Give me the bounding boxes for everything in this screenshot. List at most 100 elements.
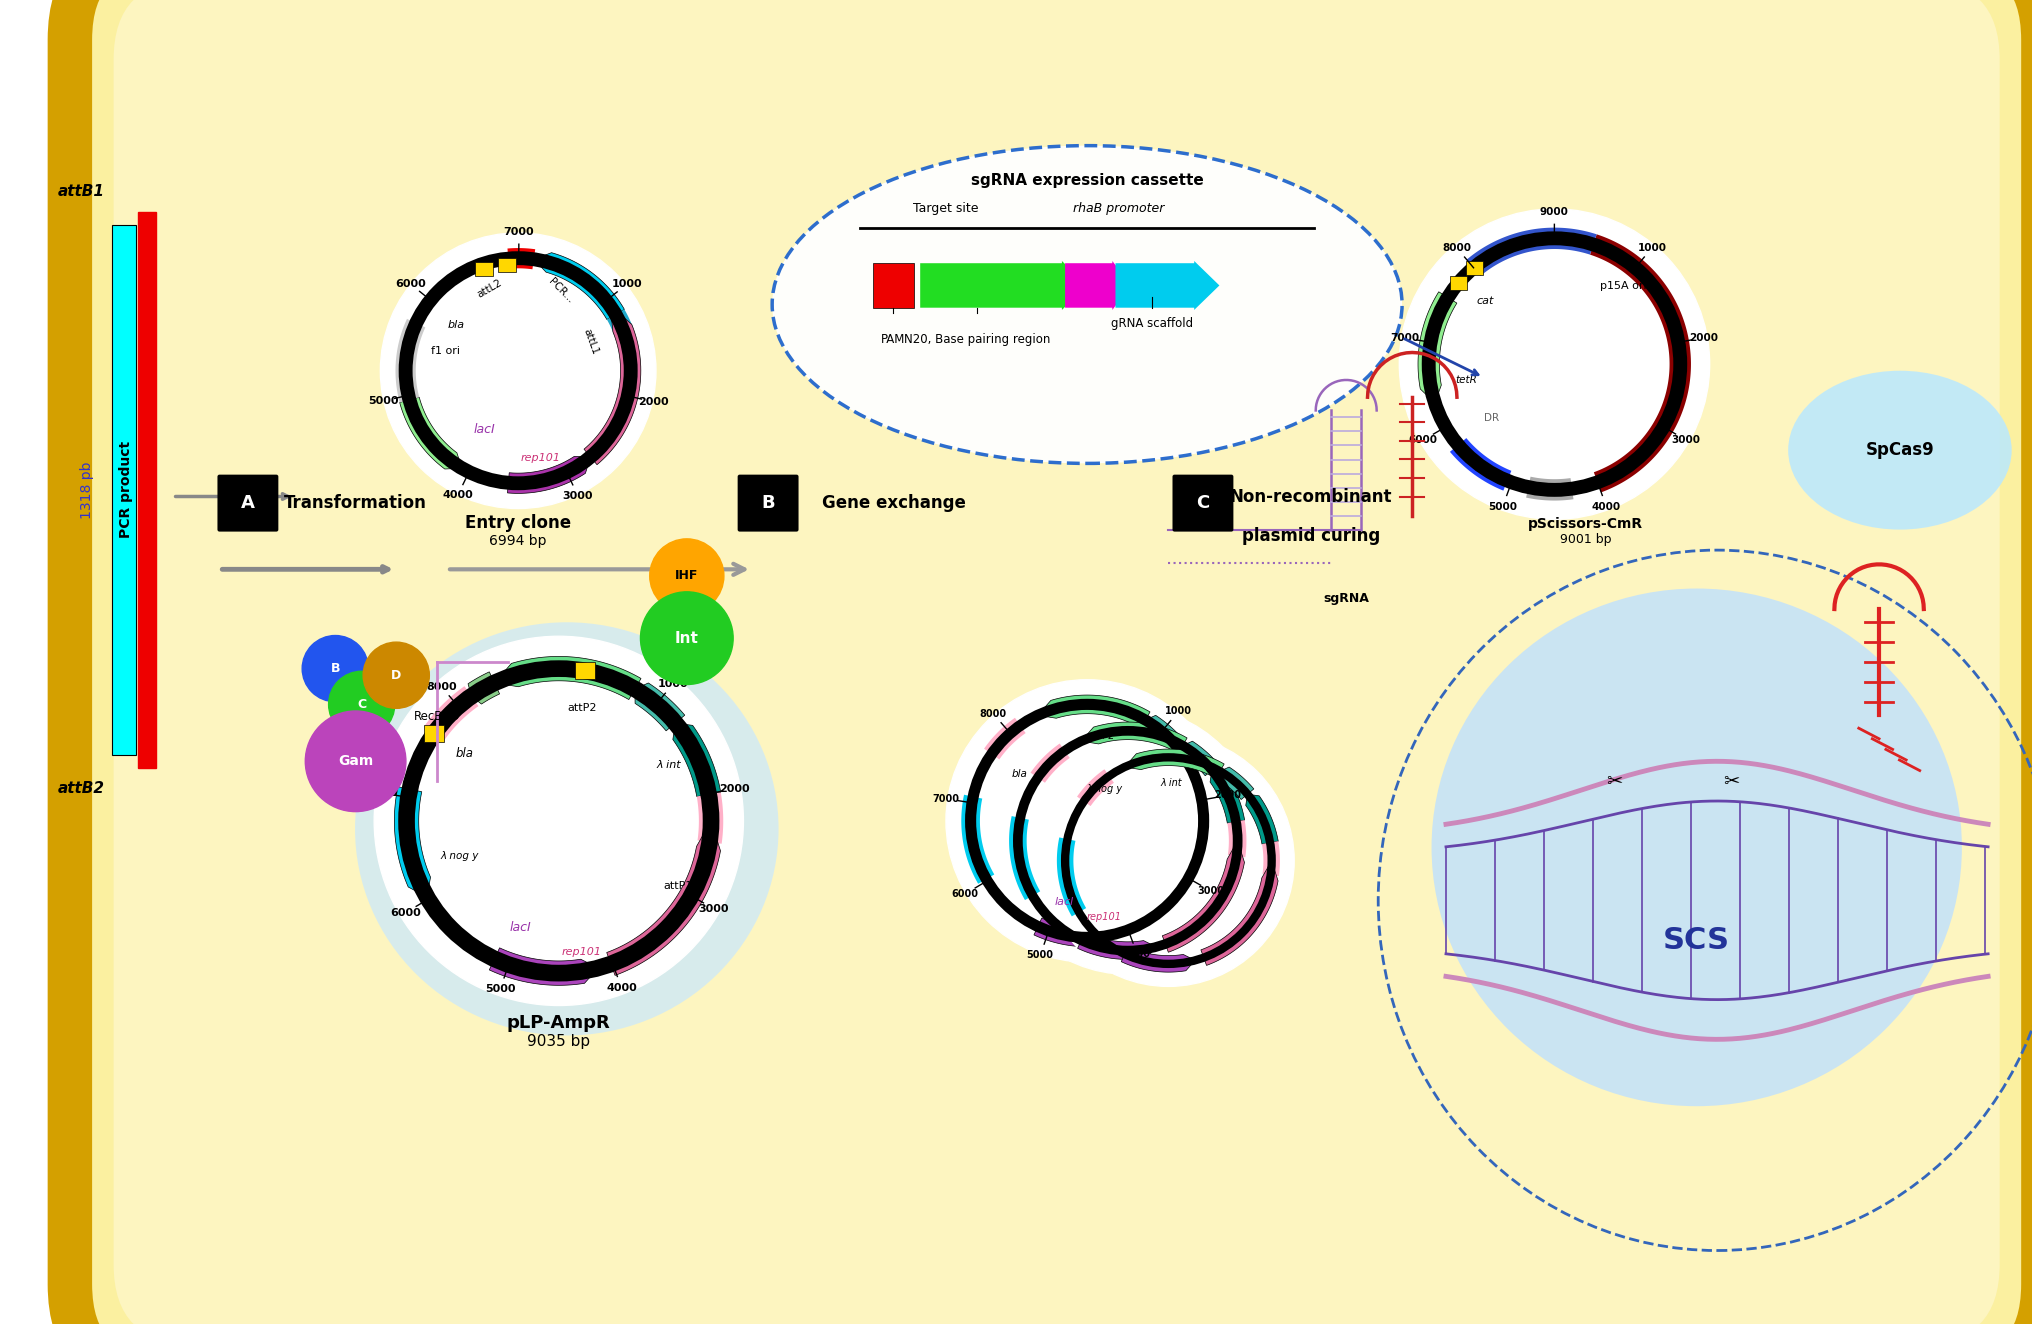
- Polygon shape: [1034, 918, 1118, 947]
- Polygon shape: [467, 671, 500, 704]
- Polygon shape: [508, 248, 534, 269]
- Polygon shape: [534, 253, 624, 319]
- Circle shape: [329, 671, 394, 737]
- Text: plasmid curing: plasmid curing: [1242, 527, 1380, 545]
- Text: 1000: 1000: [1164, 707, 1193, 716]
- Text: 7000: 7000: [933, 794, 959, 804]
- Circle shape: [374, 637, 744, 1005]
- Text: B: B: [762, 494, 774, 512]
- Polygon shape: [400, 397, 461, 469]
- Text: gRNA scaffold: gRNA scaffold: [1112, 318, 1193, 330]
- Text: pScissors-CmR: pScissors-CmR: [1528, 516, 1644, 531]
- Text: PAM: PAM: [882, 334, 906, 346]
- FancyBboxPatch shape: [69, 0, 2032, 1324]
- Text: rhaB promoter: rhaB promoter: [1073, 203, 1164, 216]
- Text: lacI: lacI: [473, 422, 496, 436]
- Polygon shape: [394, 786, 431, 898]
- Ellipse shape: [1788, 371, 2012, 530]
- Circle shape: [640, 592, 734, 685]
- Text: 9000: 9000: [1540, 208, 1569, 217]
- Polygon shape: [1146, 715, 1183, 752]
- Circle shape: [305, 711, 406, 812]
- Bar: [575, 662, 595, 679]
- Text: Gene exchange: Gene exchange: [823, 494, 965, 512]
- FancyArrow shape: [920, 261, 1087, 310]
- Text: rep101: rep101: [1087, 912, 1122, 922]
- Bar: [1465, 261, 1483, 275]
- Polygon shape: [1010, 816, 1040, 900]
- Text: 6000: 6000: [1408, 436, 1437, 445]
- Text: A: A: [242, 494, 254, 512]
- Text: 4000: 4000: [443, 490, 473, 500]
- Polygon shape: [1057, 837, 1087, 916]
- Text: 3000: 3000: [699, 904, 729, 914]
- Polygon shape: [583, 306, 640, 465]
- Polygon shape: [673, 723, 721, 797]
- Polygon shape: [1451, 438, 1512, 491]
- Polygon shape: [1126, 749, 1223, 779]
- Text: 1000: 1000: [1638, 242, 1666, 253]
- Circle shape: [364, 642, 429, 708]
- Circle shape: [947, 679, 1227, 963]
- Text: 8000: 8000: [1443, 242, 1471, 253]
- Polygon shape: [1030, 744, 1069, 782]
- Text: PCR product: PCR product: [120, 441, 132, 539]
- Text: D: D: [390, 669, 402, 682]
- Text: 3000: 3000: [1672, 436, 1701, 445]
- Circle shape: [994, 707, 1262, 974]
- Polygon shape: [1211, 771, 1246, 824]
- Text: ✂: ✂: [1605, 772, 1622, 790]
- Polygon shape: [508, 457, 591, 494]
- Polygon shape: [1418, 291, 1457, 402]
- Text: 1000: 1000: [612, 279, 642, 290]
- FancyArrow shape: [1065, 261, 1132, 310]
- Text: lacI: lacI: [1055, 896, 1073, 907]
- Text: 2000: 2000: [719, 784, 750, 794]
- Text: f1 ori: f1 ori: [431, 346, 459, 356]
- Polygon shape: [608, 310, 634, 336]
- Text: λ int: λ int: [1160, 779, 1183, 788]
- Polygon shape: [1124, 821, 1211, 939]
- Text: attP2: attP2: [567, 703, 595, 714]
- Text: B: B: [331, 662, 339, 675]
- Text: RecBCD: RecBCD: [415, 710, 459, 723]
- Text: attB2: attB2: [57, 781, 106, 796]
- Ellipse shape: [772, 146, 1402, 463]
- Polygon shape: [1162, 841, 1244, 952]
- Text: 5000: 5000: [1026, 951, 1055, 960]
- Text: attP1: attP1: [662, 882, 693, 891]
- Text: SCS: SCS: [1664, 925, 1729, 955]
- Circle shape: [1042, 735, 1294, 986]
- Polygon shape: [1077, 932, 1156, 960]
- Text: 7000: 7000: [368, 788, 398, 798]
- Polygon shape: [608, 821, 721, 976]
- Text: 6000: 6000: [390, 907, 421, 918]
- Polygon shape: [697, 792, 723, 843]
- Polygon shape: [1183, 741, 1219, 776]
- Bar: [138, 212, 156, 768]
- Text: 2000: 2000: [638, 397, 669, 406]
- Text: ✂: ✂: [1723, 772, 1739, 790]
- Text: cat: cat: [1477, 295, 1494, 306]
- Text: p15A ori: p15A ori: [1601, 281, 1648, 291]
- Text: PCR...: PCR...: [547, 277, 575, 306]
- Text: 3000: 3000: [563, 491, 593, 500]
- Bar: [1451, 277, 1467, 290]
- Text: 4000: 4000: [606, 982, 636, 993]
- Text: 8000: 8000: [979, 708, 1006, 719]
- Bar: [498, 258, 516, 273]
- Polygon shape: [1077, 769, 1114, 806]
- Text: bla: bla: [455, 747, 473, 760]
- Polygon shape: [1081, 722, 1187, 753]
- Polygon shape: [425, 686, 478, 740]
- Bar: [112, 225, 136, 755]
- Text: SpCas9: SpCas9: [1865, 441, 1934, 459]
- Polygon shape: [1122, 947, 1195, 972]
- Text: tetR: tetR: [1455, 375, 1477, 385]
- Text: 5000: 5000: [486, 984, 516, 994]
- Bar: [475, 262, 494, 275]
- Circle shape: [380, 233, 656, 508]
- Bar: [425, 724, 445, 741]
- Text: Gam: Gam: [337, 755, 374, 768]
- Polygon shape: [490, 948, 597, 985]
